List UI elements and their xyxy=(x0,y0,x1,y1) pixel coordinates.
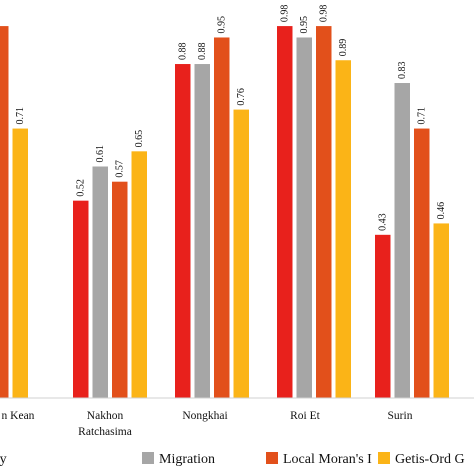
legend-label-getis-ord-g: Getis-Ord G xyxy=(395,452,465,467)
bar-population-density-1 xyxy=(73,200,89,398)
value-label-getis-ord-g-0: 0.71 xyxy=(15,107,26,125)
bar-local-moran-s-i-2 xyxy=(214,37,230,398)
bar-population-density-4 xyxy=(375,234,391,398)
value-label-population-density-1: 0.52 xyxy=(76,179,87,197)
bar-local-moran-s-i-1 xyxy=(112,181,128,398)
value-label-local-moran-s-i-2: 0.95 xyxy=(217,16,228,34)
value-label-getis-ord-g-1: 0.65 xyxy=(134,130,145,148)
legend: Population density Migration Local Moran's… xyxy=(0,452,465,467)
legend-swatch-migration xyxy=(142,452,154,464)
bars-layer xyxy=(0,26,449,399)
category-label-3: Roi Et xyxy=(290,410,321,422)
value-label-population-density-2: 0.88 xyxy=(178,43,189,61)
category-labels: n Kean Nakhon Ratchasima Nongkhai Roi Et Suri… xyxy=(2,410,413,438)
value-label-migration-4: 0.83 xyxy=(397,62,408,80)
legend-label-migration: Migration xyxy=(159,452,215,467)
legend-swatch-local-moran-s-i xyxy=(266,452,278,464)
bar-getis-ord-g-0 xyxy=(12,128,28,398)
bar-population-density-3 xyxy=(277,26,293,399)
category-label-4: Surin xyxy=(388,410,413,422)
value-label-migration-1: 0.61 xyxy=(95,145,106,163)
bar-population-density-2 xyxy=(175,64,191,398)
legend-label-population-density: Population density xyxy=(0,452,7,467)
bar-migration-2 xyxy=(194,64,210,398)
value-label-population-density-4: 0.43 xyxy=(378,213,389,231)
value-label-getis-ord-g-2: 0.76 xyxy=(236,88,247,106)
legend-swatch-getis-ord-g xyxy=(378,452,390,464)
bar-migration-3 xyxy=(296,37,312,398)
value-label-getis-ord-g-4: 0.46 xyxy=(436,202,447,220)
bar-local-moran-s-i-3 xyxy=(316,26,332,399)
bar-getis-ord-g-1 xyxy=(131,151,147,398)
bar-getis-ord-g-2 xyxy=(233,109,249,398)
value-label-population-density-3: 0.98 xyxy=(280,5,291,23)
category-label-1: Nakhon xyxy=(87,410,124,422)
bar-getis-ord-g-4 xyxy=(433,223,449,398)
value-label-local-moran-s-i-1: 0.57 xyxy=(115,160,126,178)
value-labels-layer: 0.98 0.71 0.52 0.61 0.57 0.65 0.88 0.88 0.95 0.76… xyxy=(15,5,447,231)
category-label-1-line1: Ratchasima xyxy=(78,426,132,438)
bar-local-moran-s-i-0 xyxy=(0,26,9,399)
value-label-getis-ord-g-3: 0.89 xyxy=(338,39,349,57)
bar-local-moran-s-i-4 xyxy=(414,128,430,398)
bar-getis-ord-g-3 xyxy=(335,60,351,399)
category-label-0: n Kean xyxy=(2,410,35,422)
value-label-local-moran-s-i-3: 0.98 xyxy=(319,5,330,23)
value-label-migration-2: 0.88 xyxy=(197,43,208,61)
value-label-migration-3: 0.95 xyxy=(299,16,310,34)
bar-migration-1 xyxy=(92,166,108,398)
bar-migration-4 xyxy=(394,83,410,398)
category-label-2: Nongkhai xyxy=(182,410,227,422)
legend-label-local-moran-s-i: Local Moran's I xyxy=(283,452,372,467)
value-label-local-moran-s-i-4: 0.71 xyxy=(417,107,428,125)
